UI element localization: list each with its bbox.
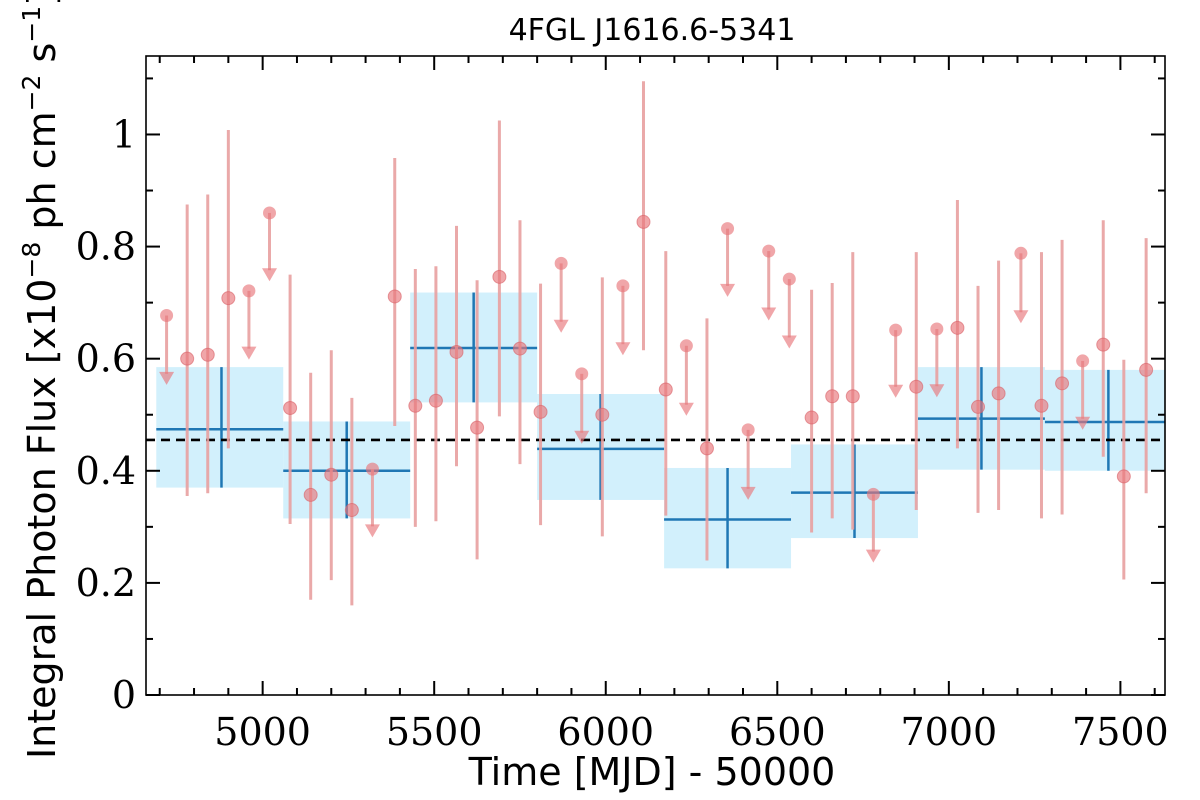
x-tick-label: 7500: [1072, 710, 1169, 754]
x-tick-labels: 5000 5500 6000 6500 7000 7500: [214, 710, 1168, 754]
y-tick-labels: 0 0.2 0.4 0.6 0.8 1: [76, 112, 136, 717]
upper-limit-arrow-head: [262, 268, 278, 282]
y-tick-label: 0: [112, 673, 136, 717]
x-tick-label: 6500: [729, 710, 826, 754]
upper-limit-point: [741, 423, 755, 437]
binned-flux-band: [156, 367, 284, 488]
y-axis-title-part-2: ph cm: [20, 111, 64, 241]
y-axis-title-exponent-3: −1: [17, 6, 46, 43]
upper-limit-point: [1014, 246, 1028, 260]
x-tick-label: 5500: [386, 710, 483, 754]
flux-point: [387, 289, 402, 304]
upper-limit-arrow-head: [888, 384, 904, 398]
flux-point: [449, 344, 464, 359]
y-axis-title-part-4: ]: [20, 0, 64, 6]
x-tick-label: 7000: [900, 710, 997, 754]
flux-point: [1055, 376, 1070, 391]
upper-limit-arrow-head: [1013, 310, 1029, 324]
y-axis-title-exponent-2: −2: [17, 75, 46, 112]
flux-point: [512, 341, 527, 356]
upper-limit-point: [160, 309, 174, 323]
flux-point: [845, 389, 860, 404]
flux-point: [283, 401, 298, 416]
upper-limit-point: [365, 462, 379, 476]
upper-limit-arrow-head: [929, 384, 945, 398]
upper-limit-arrow-head: [740, 486, 756, 500]
upper-limit-point: [575, 367, 589, 381]
upper-limit-point: [721, 222, 735, 236]
upper-limit-point: [554, 256, 568, 270]
flux-point: [221, 291, 236, 306]
upper-limit-arrow-head: [720, 283, 736, 297]
plot-frame: [145, 55, 1166, 696]
flux-point: [595, 407, 610, 422]
flux-point: [1034, 398, 1049, 413]
upper-limit-point: [679, 339, 693, 353]
upper-limit-arrow-head: [159, 371, 175, 385]
flux-point: [1096, 337, 1111, 352]
flux-point: [324, 467, 339, 482]
upper-limit-point: [866, 487, 880, 501]
flux-point: [470, 420, 485, 435]
flux-point: [303, 487, 318, 502]
flux-point: [408, 398, 423, 413]
y-axis-title-part-3: s: [20, 43, 64, 75]
y-tick-label: 0.2: [76, 561, 136, 605]
upper-limit-arrow-head: [678, 402, 694, 416]
flux-points: [159, 81, 1154, 606]
upper-limit-point: [762, 244, 776, 258]
upper-limit-arrow-head: [574, 430, 590, 444]
flux-point: [909, 379, 924, 394]
flux-point: [991, 386, 1006, 401]
upper-limit-arrow-head: [1075, 416, 1091, 430]
upper-limit-point: [263, 206, 277, 220]
upper-limit-point: [930, 322, 944, 336]
y-tick-label: 0.4: [76, 449, 136, 493]
flux-point: [636, 214, 651, 229]
upper-limit-point: [616, 279, 630, 293]
flux-point: [533, 404, 548, 419]
flux-point: [971, 399, 986, 414]
binned-flux-bands: [156, 292, 1165, 569]
upper-limit-point: [782, 272, 796, 286]
upper-limit-arrow-head: [761, 307, 777, 321]
upper-limit-arrow-head: [364, 524, 380, 538]
y-axis-title: Integral Photon Flux [x10−8 ph cm−2 s−1]: [17, 0, 64, 759]
chart-title: 4FGL J1616.6-5341: [509, 13, 796, 48]
upper-limit-arrow-head: [781, 335, 797, 349]
flux-point: [1116, 469, 1131, 484]
flux-point: [200, 347, 215, 362]
upper-limit-arrow-head: [865, 549, 881, 563]
y-axis-title-part-1: Integral Photon Flux [x10: [20, 279, 64, 760]
flux-point: [804, 410, 819, 425]
y-axis-title-exponent-1: −8: [17, 242, 46, 279]
y-tick-label: 0.8: [76, 225, 136, 269]
x-tick-label: 5000: [214, 710, 311, 754]
axis-ticks: [146, 56, 1165, 696]
y-tick-label: 1: [112, 112, 136, 156]
flux-point: [344, 503, 359, 518]
flux-point: [658, 382, 673, 397]
upper-limit-arrow-head: [241, 346, 257, 360]
upper-limit-point: [242, 284, 256, 298]
x-axis-title: Time [MJD] - 50000: [468, 750, 836, 794]
flux-point: [825, 389, 840, 404]
flux-point: [180, 351, 195, 366]
upper-limit-point: [1076, 354, 1090, 368]
x-tick-label: 6000: [557, 710, 654, 754]
flux-point: [428, 393, 443, 408]
flux-point: [950, 320, 965, 335]
upper-limit-point: [889, 323, 903, 337]
upper-limit-arrow-head: [615, 342, 631, 356]
flux-point: [492, 269, 507, 284]
y-tick-label: 0.6: [76, 337, 136, 381]
flux-point: [699, 441, 714, 456]
flux-point: [1139, 362, 1154, 377]
upper-limit-arrow-head: [553, 319, 569, 333]
